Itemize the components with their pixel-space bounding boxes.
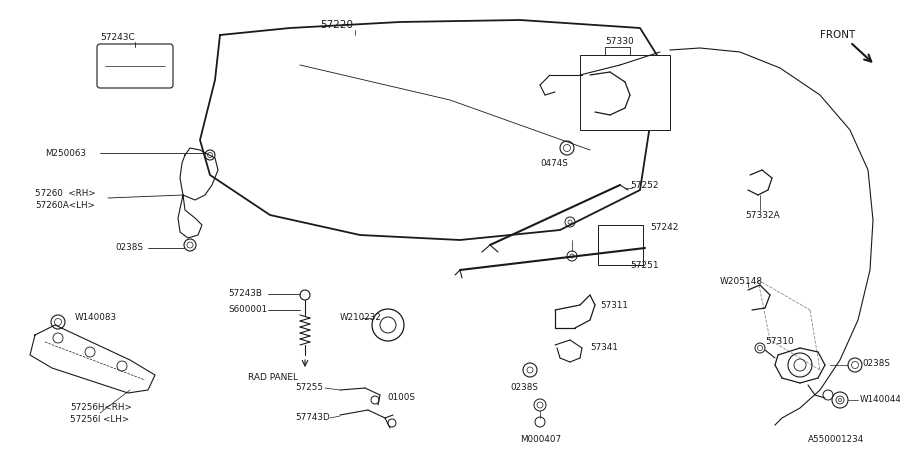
Text: 57242: 57242 [650, 224, 679, 233]
Text: 0100S: 0100S [387, 393, 415, 402]
Bar [598, 225, 643, 265]
Text: 0238S: 0238S [115, 243, 143, 252]
Text: 57251: 57251 [630, 261, 659, 270]
Text: S600001: S600001 [228, 306, 267, 315]
Text: 57220: 57220 [320, 20, 353, 30]
Text: 57332A: 57332A [745, 211, 779, 220]
Text: 57243C: 57243C [100, 33, 135, 42]
FancyBboxPatch shape [97, 44, 173, 88]
Text: 57260A<LH>: 57260A<LH> [35, 201, 94, 210]
Text: 57311: 57311 [600, 301, 628, 310]
Text: 57255: 57255 [295, 383, 323, 392]
Text: 57260  <RH>: 57260 <RH> [35, 189, 95, 198]
Text: 57341: 57341 [590, 343, 618, 352]
Text: W210232: W210232 [340, 314, 382, 323]
Bar [580, 55, 670, 130]
Text: W140083: W140083 [75, 314, 117, 323]
Text: 0238S: 0238S [862, 359, 890, 368]
Text: 57252: 57252 [630, 180, 659, 189]
Text: 0474S: 0474S [540, 158, 568, 167]
Text: 0238S: 0238S [510, 382, 538, 392]
Text: M000407: M000407 [520, 436, 561, 445]
Text: 57243B: 57243B [228, 289, 262, 298]
Text: W140044: W140044 [860, 396, 900, 405]
Text: 57310: 57310 [765, 338, 794, 346]
Text: 57256H<RH>: 57256H<RH> [70, 404, 131, 413]
Text: FRONT: FRONT [820, 30, 855, 40]
Text: 57256I <LH>: 57256I <LH> [70, 415, 129, 424]
Text: W205148: W205148 [720, 278, 763, 287]
Text: 57743D: 57743D [295, 414, 329, 423]
Text: M250063: M250063 [45, 148, 86, 157]
Text: RAD PANEL: RAD PANEL [248, 374, 298, 382]
Text: A550001234: A550001234 [808, 436, 864, 445]
Text: 57330: 57330 [605, 37, 634, 46]
